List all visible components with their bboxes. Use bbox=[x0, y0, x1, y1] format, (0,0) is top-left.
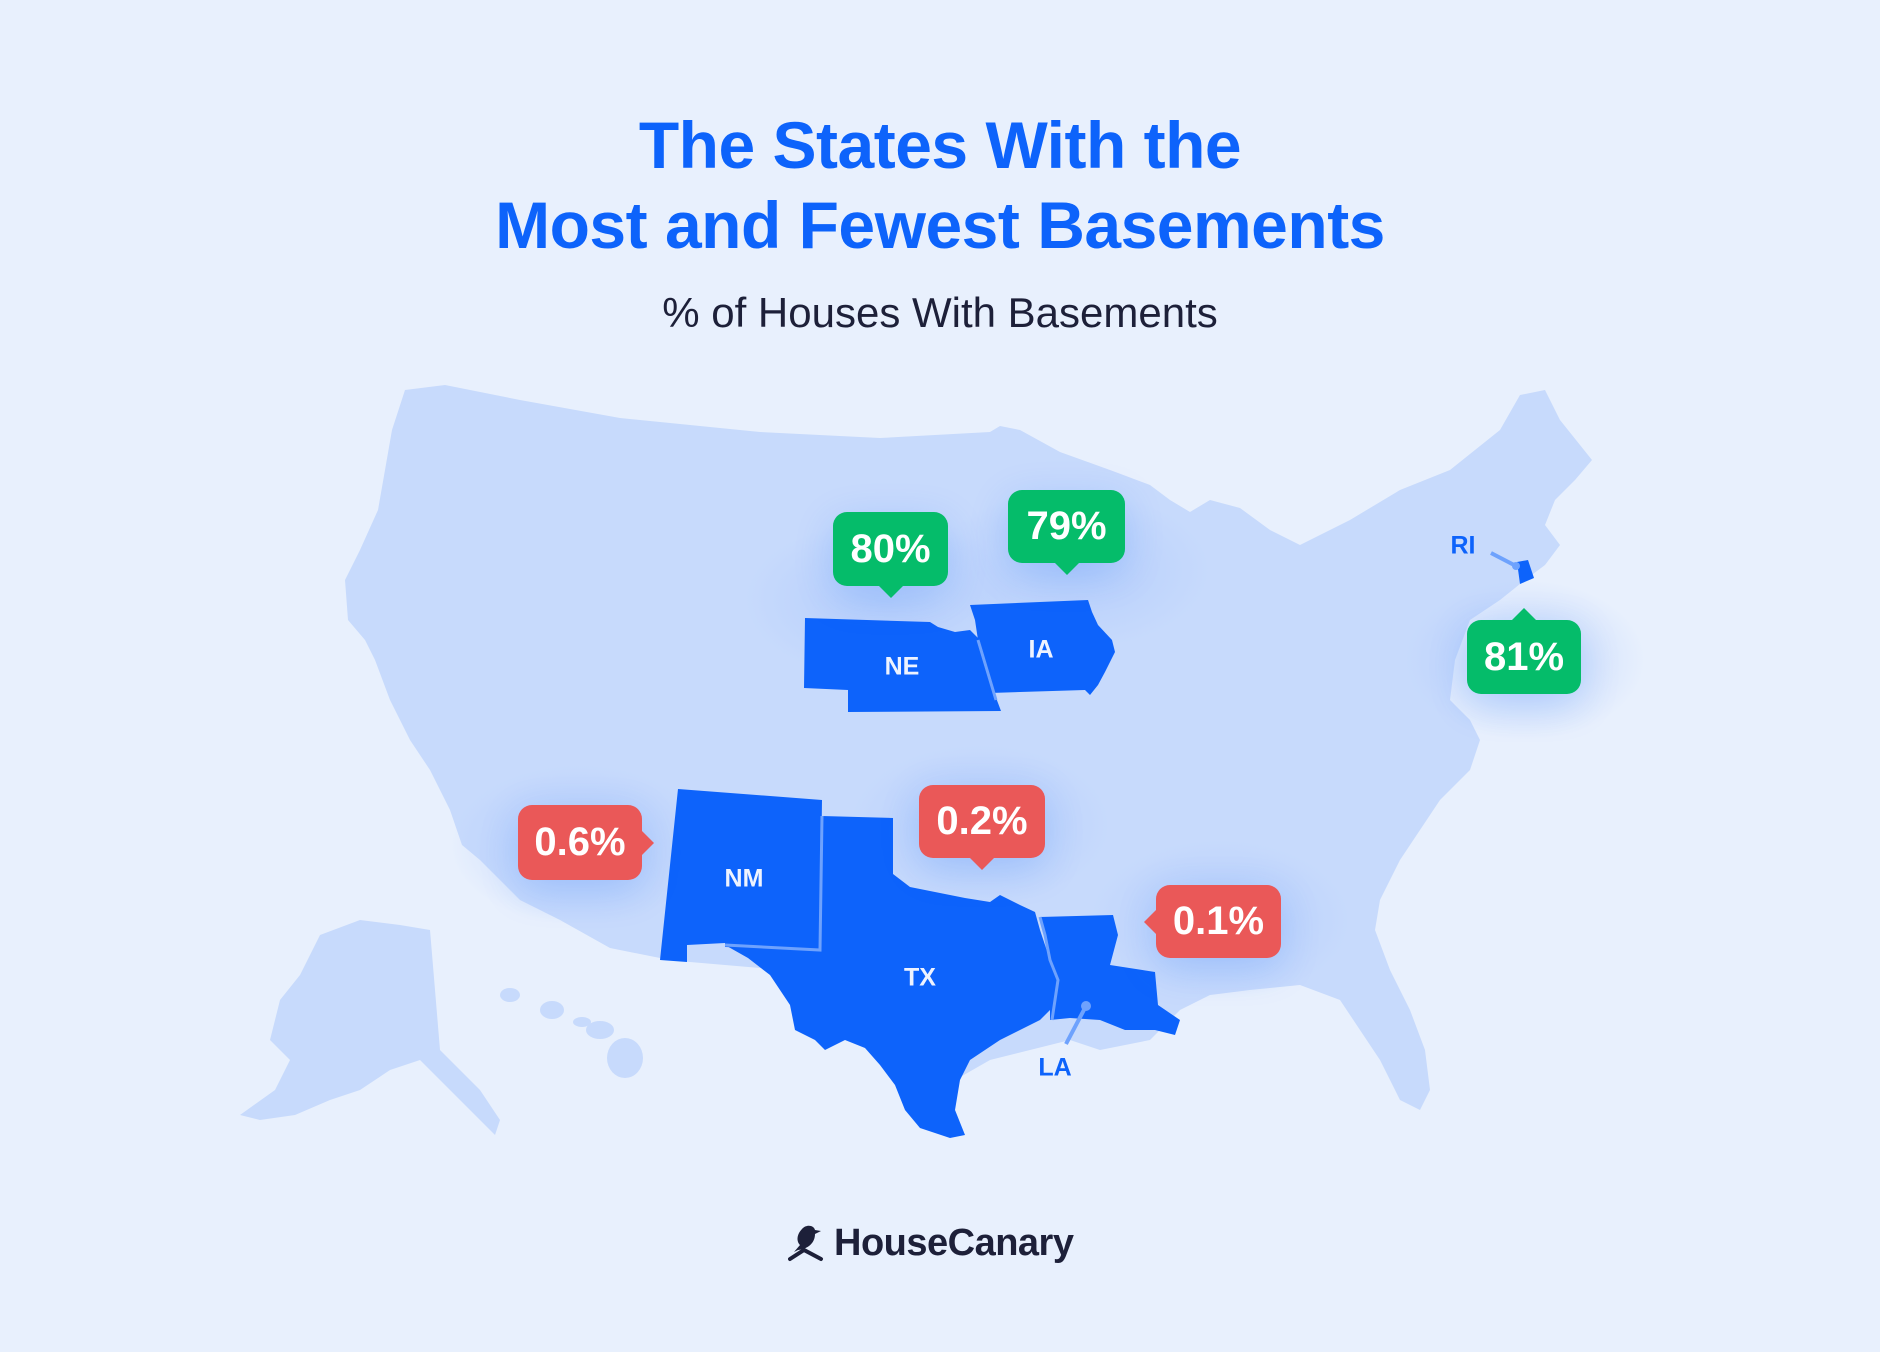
state-ne-shape[interactable] bbox=[804, 618, 1001, 712]
ne-ia-border bbox=[976, 639, 998, 701]
state-label-nm: NM bbox=[724, 864, 764, 893]
state-la-shape[interactable] bbox=[1040, 915, 1180, 1035]
value-badge-ri: 81% bbox=[1467, 608, 1581, 694]
state-label-ne: NE bbox=[884, 652, 920, 681]
nm-tx-border bbox=[724, 815, 824, 952]
value-badge-tx: 0.2% bbox=[919, 785, 1045, 870]
value-text-ia: 79% bbox=[1026, 504, 1107, 548]
badge-pointer bbox=[1144, 909, 1156, 934]
ri-leader-dot bbox=[1512, 562, 1520, 570]
badge-pointer bbox=[642, 830, 654, 855]
badge-pointer bbox=[1512, 608, 1536, 620]
badge-pointer bbox=[970, 858, 994, 870]
value-badge-la: 0.1% bbox=[1144, 885, 1281, 958]
badge-pointer bbox=[878, 586, 903, 598]
value-text-ri: 81% bbox=[1483, 634, 1565, 679]
alaska-shape bbox=[240, 920, 500, 1135]
ri-leader-line bbox=[1490, 551, 1517, 568]
state-label-tx: TX bbox=[904, 963, 936, 992]
la-leader-dot bbox=[1081, 1001, 1091, 1011]
value-text-ne: 80% bbox=[850, 526, 931, 571]
la-leader-line bbox=[1064, 1005, 1088, 1045]
value-text-tx: 0.2% bbox=[936, 799, 1028, 843]
state-ia-shape[interactable] bbox=[970, 600, 1115, 695]
canary-bird-icon bbox=[788, 1225, 823, 1261]
housecanary-logo: HouseCanary bbox=[788, 1218, 1074, 1268]
value-text-nm: 0.6% bbox=[534, 820, 626, 864]
state-ri-shape[interactable] bbox=[1517, 560, 1534, 584]
state-nm-shape[interactable] bbox=[660, 789, 822, 962]
value-text-la: 0.1% bbox=[1172, 899, 1265, 943]
state-label-ri: RI bbox=[1450, 531, 1476, 560]
badge-pointer bbox=[1054, 563, 1079, 575]
value-badge-ne: 80% bbox=[833, 512, 948, 598]
hawaii-shape bbox=[500, 988, 643, 1078]
tx-la-border bbox=[1038, 916, 1060, 1021]
brand-name: HouseCanary bbox=[834, 1221, 1074, 1264]
state-tx-shape[interactable] bbox=[725, 816, 1050, 1138]
state-label-la: LA bbox=[1038, 1053, 1072, 1082]
title-line-1: The States With the bbox=[638, 108, 1242, 182]
value-badge-ia: 79% bbox=[1008, 490, 1125, 575]
subtitle: % of Houses With Basements bbox=[662, 289, 1218, 336]
value-badge-nm: 0.6% bbox=[518, 805, 654, 880]
state-label-ia: IA bbox=[1028, 635, 1054, 664]
title-line-2: Most and Fewest Basements bbox=[495, 188, 1385, 262]
